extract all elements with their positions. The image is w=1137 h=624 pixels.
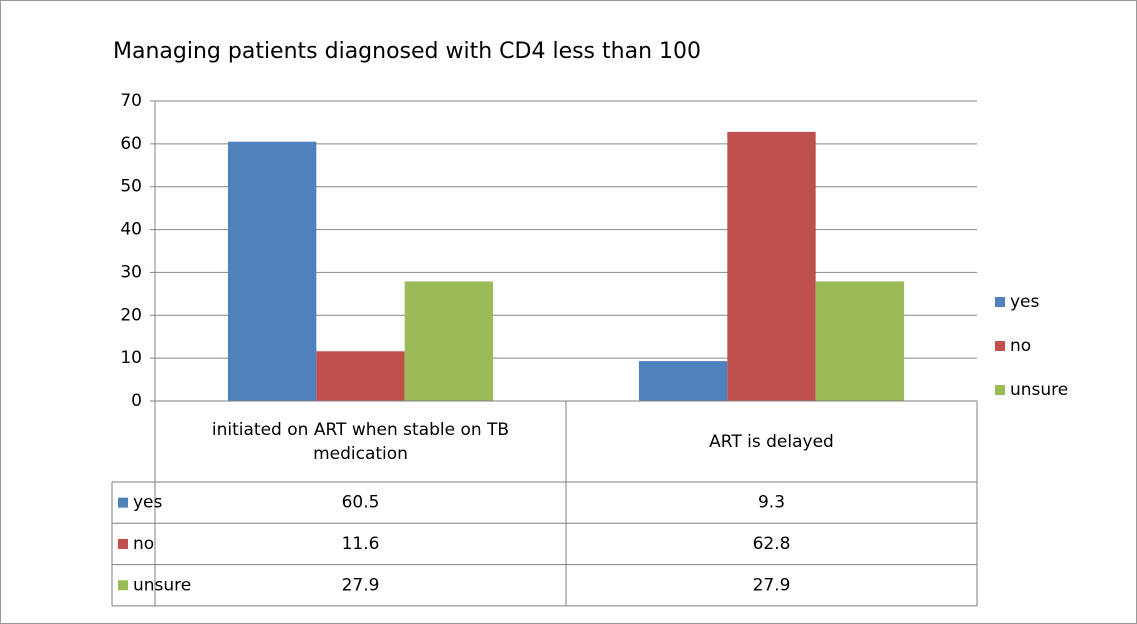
table-row-label: yes [133, 493, 163, 513]
y-tick-label: 10 [120, 348, 142, 368]
table-row-label: no [133, 534, 154, 554]
y-tick-label: 60 [120, 134, 142, 154]
y-tick-label: 30 [120, 262, 142, 282]
table-legend-key [118, 538, 128, 549]
table-cell: 60.5 [342, 493, 380, 513]
y-tick-label: 40 [120, 220, 142, 240]
table-cell: 9.3 [758, 493, 785, 513]
legend-label: yes [1010, 292, 1040, 312]
table-cell: 62.8 [753, 534, 791, 554]
legend-label: no [1010, 336, 1031, 356]
bar [404, 281, 494, 401]
legend-key [995, 385, 1005, 395]
bar [815, 281, 905, 401]
category-cell: ART is delayed [709, 431, 834, 452]
bar [638, 361, 728, 401]
y-tick-label: 50 [120, 177, 142, 197]
legend-key [995, 341, 1005, 351]
table-cell: 27.9 [342, 575, 380, 595]
bar [727, 131, 816, 401]
legend-label: unsure [1010, 380, 1068, 400]
y-tick-label: 20 [120, 305, 142, 325]
x-tick-label: ART is delayed [709, 431, 834, 452]
legend-key [995, 297, 1005, 307]
x-tick-label: initiated on ART when stable on TB medic… [211, 419, 510, 464]
chart-title: Managing patients diagnosed with CD4 les… [113, 39, 701, 64]
y-tick-label: 70 [120, 91, 142, 111]
table-legend-key [118, 497, 128, 508]
table-row-label: unsure [133, 575, 191, 595]
table-legend-key [118, 580, 128, 591]
table-cell: 11.6 [342, 534, 380, 554]
bar [227, 141, 317, 401]
bar [316, 351, 405, 401]
category-cell: initiated on ART when stable on TB medic… [211, 419, 510, 464]
table-cell: 27.9 [753, 575, 791, 595]
y-tick-label: 0 [131, 391, 142, 411]
